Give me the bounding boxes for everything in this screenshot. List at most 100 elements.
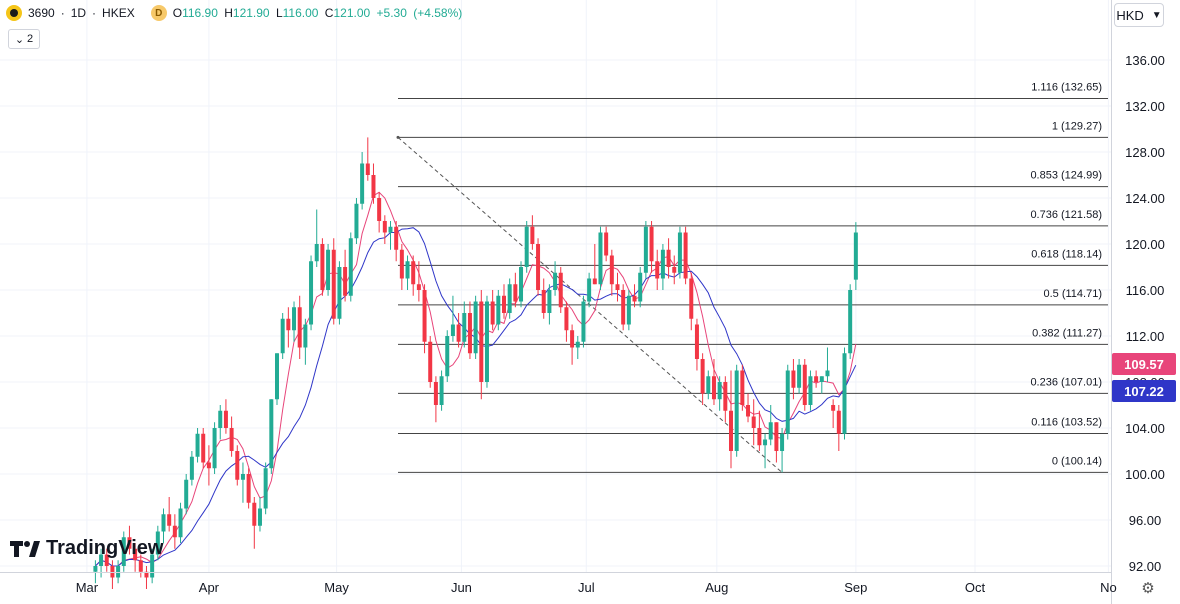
candle-body: [320, 244, 325, 290]
settings-gear-icon[interactable]: ⚙: [1141, 580, 1155, 597]
candle-body: [711, 376, 716, 400]
candle: [275, 353, 279, 405]
fibonacci-retracement[interactable]: 1.116 (132.65) 1 (129.27) 0.853 (124.99) 0.…: [398, 82, 1108, 473]
candle-body: [133, 548, 138, 561]
delayed-data-badge[interactable]: D: [150, 5, 167, 21]
high-value: 121.90: [232, 6, 270, 20]
price-axis[interactable]: 136.00 132.00 128.00 124.00 120.00 116.00 112.…: [1111, 0, 1165, 604]
candle-body: [116, 566, 121, 578]
candle-body: [138, 560, 143, 572]
candle: [626, 290, 631, 331]
close-label: C: [324, 6, 334, 20]
candle-body: [223, 410, 228, 428]
candle: [297, 295, 302, 359]
candle: [343, 249, 348, 302]
candle: [683, 226, 688, 285]
symbol-code[interactable]: 3690: [28, 6, 55, 20]
candle: [763, 433, 768, 469]
candle: [609, 249, 614, 296]
candle: [774, 422, 779, 463]
fib-level-label: 0.382 (111.27): [1032, 327, 1102, 339]
currency-button[interactable]: HKD ▼: [1114, 3, 1164, 27]
candle-body: [729, 410, 733, 451]
price-badge-bg: [1112, 379, 1176, 402]
candle: [643, 221, 648, 279]
candle: [564, 301, 569, 342]
candle: [587, 272, 592, 308]
candle: [388, 221, 393, 250]
candle-body: [286, 318, 291, 331]
candle-body: [649, 226, 654, 262]
price-tick-label: 128.00: [1125, 145, 1165, 160]
candle: [490, 290, 495, 331]
candle-body: [263, 468, 268, 509]
candle: [121, 531, 126, 572]
candle-body: [558, 272, 563, 308]
candle: [581, 295, 586, 348]
candle-body: [553, 272, 558, 290]
tradingview-logo[interactable]: TradingView: [10, 537, 163, 560]
candle: [598, 226, 603, 290]
candle: [167, 497, 172, 532]
candle-body: [303, 324, 308, 348]
candle: [309, 255, 314, 331]
candle-body: [439, 376, 444, 405]
candle-body: [189, 456, 194, 480]
candle: [814, 370, 819, 388]
candle: [842, 347, 847, 440]
candle-body: [155, 531, 160, 555]
candle: [252, 497, 257, 549]
candle: [694, 318, 699, 371]
price-badge-bg: [1112, 352, 1176, 375]
candle: [592, 244, 597, 285]
time-axis[interactable]: Mar Apr May Jun Jul Aug Sep Oct No: [0, 572, 1117, 596]
candle-body: [672, 267, 677, 273]
candle: [201, 428, 206, 469]
candle: [326, 244, 331, 296]
candle-body: [814, 376, 819, 382]
price-badges: 109.57 107.22: [1112, 352, 1176, 402]
candle: [757, 410, 762, 451]
candle: [416, 261, 421, 302]
trend-anchor-point: [396, 135, 400, 139]
candle-body: [717, 382, 722, 400]
candle: [377, 192, 382, 233]
candle-body: [257, 508, 262, 526]
candle-body: [422, 290, 427, 342]
candlestick-series: [93, 137, 858, 589]
candle-body: [433, 382, 438, 405]
candle-body: [808, 376, 813, 405]
title-separator: ·: [92, 6, 97, 20]
candle-body: [462, 313, 467, 342]
candle-body: [184, 479, 189, 509]
candle-body: [269, 399, 274, 469]
candle-body: [598, 232, 603, 285]
indicators-toggle-button[interactable]: ⌄ 2: [8, 29, 40, 49]
fib-level-label: 1.116 (132.65): [1031, 82, 1102, 94]
candle: [479, 290, 484, 400]
candle-body: [428, 341, 433, 382]
candle-body: [723, 382, 728, 411]
candle: [269, 399, 274, 474]
candle: [257, 497, 262, 532]
interval-label[interactable]: 1D: [70, 6, 87, 20]
candle-body: [416, 284, 421, 290]
price-tick-label: 120.00: [1125, 237, 1165, 252]
candle: [768, 405, 773, 446]
candle-body: [388, 226, 393, 233]
chevron-down-icon: ▼: [1151, 9, 1162, 21]
candle-body: [587, 278, 592, 302]
exchange-label[interactable]: HKEX: [102, 6, 135, 20]
price-tick-label: 124.00: [1125, 191, 1165, 206]
trend-line[interactable]: [396, 135, 783, 473]
fib-level-label: 0 (100.14): [1052, 455, 1102, 467]
candle: [513, 272, 518, 308]
candle: [836, 405, 841, 451]
candle-body: [484, 301, 489, 382]
candle-body: [570, 330, 575, 348]
candle-body: [450, 324, 455, 336]
candle: [570, 324, 575, 365]
price-badge-label: 107.22: [1124, 384, 1164, 399]
candle: [263, 462, 268, 515]
